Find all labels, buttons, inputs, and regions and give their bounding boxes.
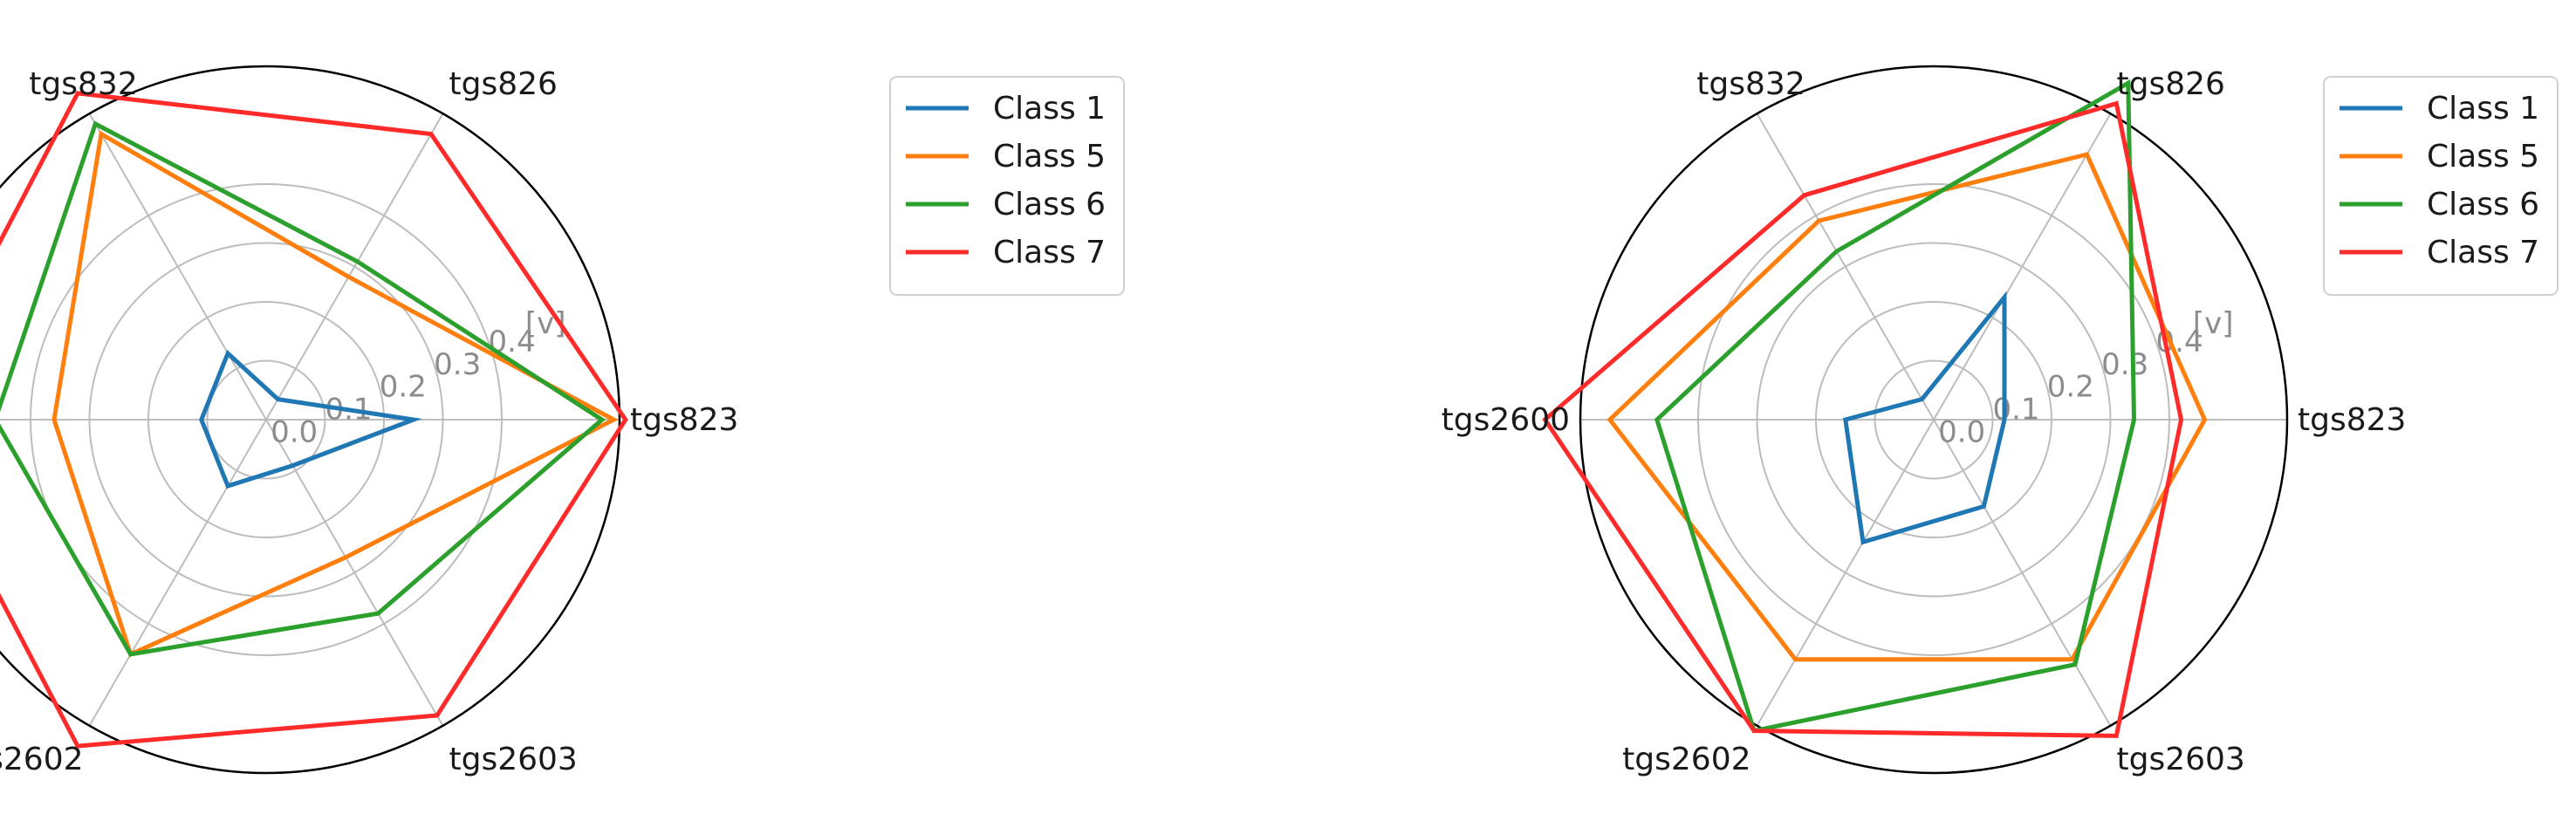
grid-spoke (1933, 419, 2112, 727)
series-line-class-5 (1607, 152, 2208, 662)
category-label: tgs2603 (449, 742, 578, 777)
legend-label: Class 5 (2427, 139, 2539, 174)
grid-spoke (88, 113, 267, 421)
radial-tick-label: 0.1 (1992, 393, 2039, 428)
grid-spoke (265, 113, 444, 421)
category-label: tgs832 (29, 66, 137, 102)
series-line-class-6 (0, 120, 606, 657)
category-label: tgs2602 (1622, 742, 1750, 777)
grid-spoke (265, 419, 444, 727)
radial-tick-label: 0.2 (2047, 370, 2094, 405)
grid (0, 113, 620, 727)
category-label: tgs823 (2298, 402, 2406, 438)
legend-label: Class 6 (2427, 187, 2539, 222)
legend-label: Class 6 (993, 187, 1106, 222)
legend-label: Class 7 (993, 235, 1106, 270)
polar-frame (0, 65, 621, 775)
legend-label: Class 1 (993, 91, 1106, 127)
radial-tick-label: 0.2 (380, 370, 427, 405)
grid-spoke (1756, 113, 1935, 421)
grid (1580, 113, 2287, 727)
grid-spoke (88, 419, 267, 727)
series-line-class-5 (51, 130, 619, 658)
category-label: tgs826 (449, 66, 558, 102)
legend-label: Class 7 (2427, 235, 2539, 270)
category-label: tgs2603 (2117, 742, 2245, 777)
series-line-class-7 (0, 91, 628, 749)
radial-tick-label: 0.0 (271, 414, 318, 449)
radar-chart-left: 0.00.10.20.30.4[v]tgs823tgs826tgs832tgs2… (0, 65, 1125, 777)
polar-frame (1579, 65, 2289, 775)
legend-frame (2323, 76, 2559, 296)
series-line-class-6 (1654, 79, 2137, 734)
legend-frame (889, 76, 1125, 296)
category-label: tgs823 (630, 402, 738, 438)
series-line-class-1 (199, 349, 422, 489)
series-line-class-1 (1843, 291, 2007, 545)
radial-tick-label: 0.3 (434, 347, 481, 382)
radial-tick-label: 0.3 (2101, 347, 2148, 382)
radial-tick-label: 0.0 (1938, 414, 1985, 449)
category-label: tgs826 (2117, 66, 2225, 102)
category-label: tgs2600 (1442, 402, 1570, 438)
legend: Class 1 Class 5 Class 6 Class 7 (889, 76, 1125, 296)
category-label: tgs2602 (0, 742, 84, 777)
legend-label: Class 5 (993, 139, 1106, 174)
legend: Class 1 Class 5 Class 6 Class 7 (2323, 76, 2559, 296)
category-label: tgs832 (1696, 66, 1805, 102)
radar-chart-right: 0.00.10.20.30.4[v]tgs823tgs826tgs832tgs2… (1442, 65, 2559, 777)
legend-label: Class 1 (2427, 91, 2539, 127)
radial-unit-label: [v] (2193, 306, 2234, 341)
series-line-class-7 (1542, 100, 2184, 738)
grid-spoke (1756, 419, 1935, 727)
grid-spoke (1933, 113, 2112, 421)
